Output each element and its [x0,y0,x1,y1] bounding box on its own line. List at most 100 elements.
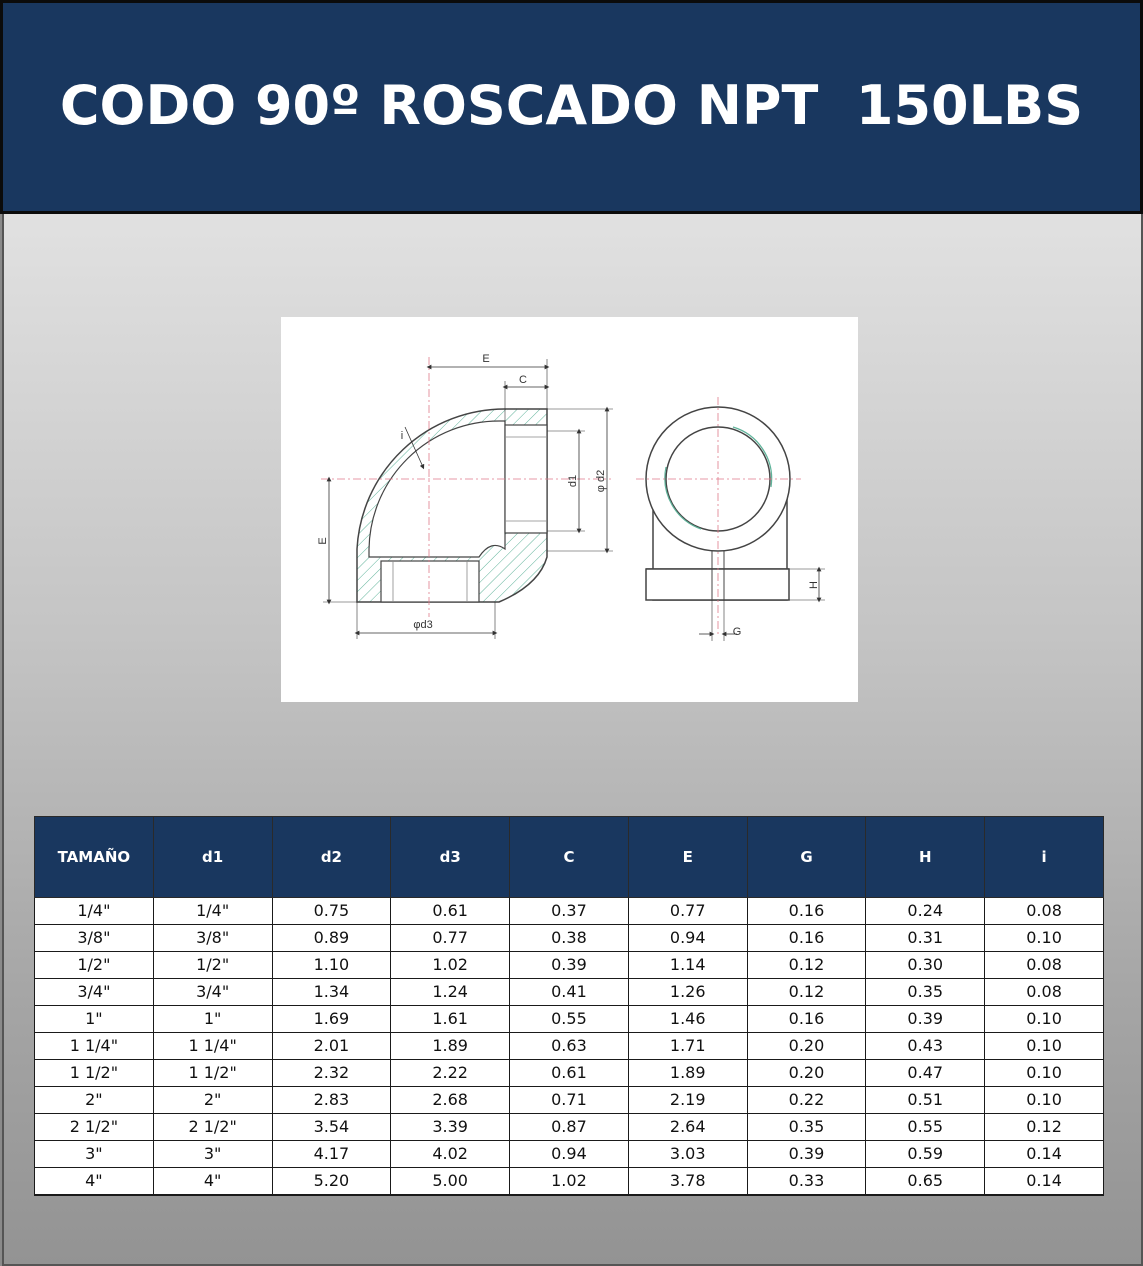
table-cell: 1 1/4" [152,1032,273,1060]
elbow-front-view: H G [636,397,825,641]
table-cell: 0.10 [984,1086,1104,1114]
table-cell: 1 1/2" [34,1059,154,1087]
table-cell: 0.37 [509,897,629,925]
dimensions-table: TAMAÑO d1 d2 d3 C E G H i 1/4" 1/4" 0.75 0.… [34,816,1104,1196]
table-cell: 3" [152,1140,273,1168]
table-cell: 3/4" [34,978,154,1006]
table-cell: 3/4" [152,978,273,1006]
dim-label-e-top: E [482,353,489,365]
table-cell: 1/2" [152,951,273,979]
table-cell: 0.75 [271,897,392,925]
table-cell: 1.61 [390,1005,511,1033]
table-cell: 5.20 [271,1167,392,1196]
table-cell: 0.59 [865,1140,986,1168]
table-cell: 0.08 [984,897,1104,925]
table-cell: 2" [34,1086,154,1114]
table-cell: 1/4" [34,897,154,925]
table-cell: 0.55 [509,1005,629,1033]
table-cell: 0.12 [984,1113,1104,1141]
table-cell: 3" [34,1140,154,1168]
table-cell: 0.39 [746,1140,867,1168]
table-cell: 0.20 [746,1059,867,1087]
dim-label-g: G [733,626,742,638]
table-cell: 0.20 [746,1032,867,1060]
table-row: 1" 1" 1.69 1.61 0.55 1.46 0.16 0.39 0.10 [34,1005,1104,1033]
table-cell: 1 1/2" [152,1059,273,1087]
table-cell: 0.94 [509,1140,629,1168]
table-cell: 0.39 [865,1005,986,1033]
table-row: 1/4" 1/4" 0.75 0.61 0.37 0.77 0.16 0.24 0.08 [34,897,1104,925]
table-cell: 1/4" [152,897,273,925]
col-header-tamano: TAMAÑO [34,816,154,898]
table-cell: 2 1/2" [34,1113,154,1141]
table-cell: 2 1/2" [152,1113,273,1141]
table-cell: 0.41 [509,978,629,1006]
table-cell: 0.22 [746,1086,867,1114]
table-row: 1 1/2" 1 1/2" 2.32 2.22 0.61 1.89 0.20 0.47 0.10 [34,1059,1104,1087]
table-cell: 3.03 [627,1140,748,1168]
table-cell: 1.34 [271,978,392,1006]
table-cell: 0.39 [509,951,629,979]
table-row: 1 1/4" 1 1/4" 2.01 1.89 0.63 1.71 0.20 0.43 0.10 [34,1032,1104,1060]
table-cell: 0.94 [627,924,748,952]
dim-label-d3: φd3 [413,619,432,631]
table-cell: 2.32 [271,1059,392,1087]
col-header-e: E [627,816,748,898]
table-row: 3" 3" 4.17 4.02 0.94 3.03 0.39 0.59 0.14 [34,1140,1104,1168]
dim-label-c: C [519,374,527,386]
table-cell: 1 1/4" [34,1032,154,1060]
table-body: 1/4" 1/4" 0.75 0.61 0.37 0.77 0.16 0.24 0.08 3/8"… [34,897,1104,1196]
table-cell: 4" [34,1167,154,1196]
dim-label-i: i [401,430,403,442]
table-cell: 0.14 [984,1140,1104,1168]
table-cell: 0.35 [865,978,986,1006]
col-header-i: i [984,816,1104,898]
table-cell: 2" [152,1086,273,1114]
table-cell: 5.00 [390,1167,511,1196]
table-cell: 1/2" [34,951,154,979]
elbow-diagram-svg: E C i d1 φ d2 E φd3 [317,353,825,641]
table-cell: 0.12 [746,951,867,979]
table-cell: 1.02 [509,1167,629,1196]
dimensions-table-wrapper: TAMAÑO d1 d2 d3 C E G H i 1/4" 1/4" 0.75 0.… [34,816,1104,1196]
table-cell: 2.64 [627,1113,748,1141]
table-cell: 0.71 [509,1086,629,1114]
table-cell: 0.77 [627,897,748,925]
table-cell: 1.69 [271,1005,392,1033]
table-cell: 3/8" [152,924,273,952]
table-cell: 3.39 [390,1113,511,1141]
table-header-row: TAMAÑO d1 d2 d3 C E G H i [34,816,1104,898]
table-cell: 0.55 [865,1113,986,1141]
table-cell: 0.08 [984,978,1104,1006]
dim-label-e-left: E [317,537,329,544]
title-banner: CODO 90º ROSCADO NPT 150LBS [0,0,1143,214]
table-cell: 3.54 [271,1113,392,1141]
table-cell: 1.10 [271,951,392,979]
col-header-d2: d2 [271,816,392,898]
table-row: 2 1/2" 2 1/2" 3.54 3.39 0.87 2.64 0.35 0.55 0.12 [34,1113,1104,1141]
dim-label-d2: φ d2 [595,470,607,492]
col-header-h: H [865,816,986,898]
table-cell: 0.31 [865,924,986,952]
table-cell: 0.16 [746,924,867,952]
table-row: 4" 4" 5.20 5.00 1.02 3.78 0.33 0.65 0.14 [34,1167,1104,1196]
table-cell: 2.01 [271,1032,392,1060]
table-cell: 0.43 [865,1032,986,1060]
table-cell: 0.47 [865,1059,986,1087]
table-cell: 0.30 [865,951,986,979]
table-cell: 0.35 [746,1113,867,1141]
table-cell: 0.61 [390,897,511,925]
table-cell: 3/8" [34,924,154,952]
table-cell: 0.33 [746,1167,867,1196]
table-cell: 0.24 [865,897,986,925]
col-header-g: G [746,816,867,898]
table-row: 2" 2" 2.83 2.68 0.71 2.19 0.22 0.51 0.10 [34,1086,1104,1114]
col-header-d3: d3 [390,816,511,898]
table-cell: 0.10 [984,1005,1104,1033]
dim-label-d1: d1 [567,475,579,487]
table-cell: 0.08 [984,951,1104,979]
table-cell: 2.83 [271,1086,392,1114]
table-row: 1/2" 1/2" 1.10 1.02 0.39 1.14 0.12 0.30 0.08 [34,951,1104,979]
table-cell: 0.63 [509,1032,629,1060]
elbow-side-view: E C i d1 φ d2 E φd3 [317,353,613,639]
